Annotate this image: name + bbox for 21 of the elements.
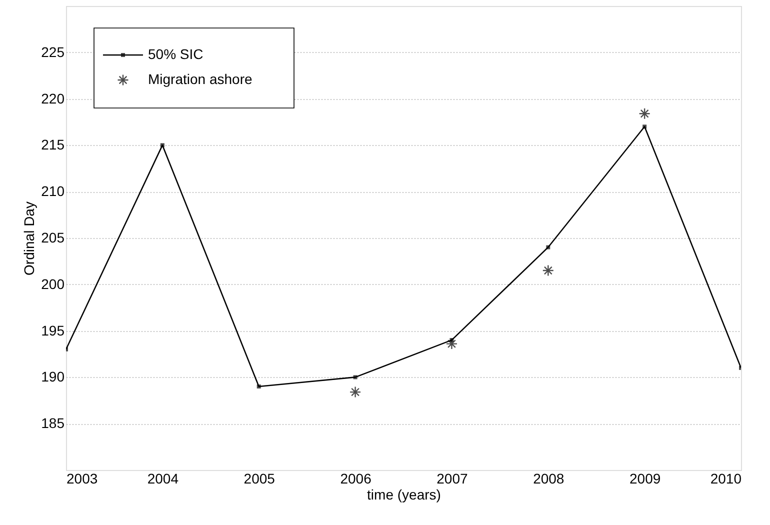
x-tick-label: 2007 — [436, 470, 468, 486]
y-tick-label: 200 — [41, 276, 65, 292]
y-tick-label: 195 — [41, 322, 65, 338]
x-tick-label: 2005 — [244, 470, 276, 486]
y-axis-title: Ordinal Day — [21, 202, 38, 276]
y-tick-label: 190 — [41, 368, 65, 385]
legend-label: 50% SIC — [148, 46, 204, 62]
x-tick-label: 2004 — [147, 470, 179, 486]
x-tick-label: 2003 — [66, 470, 98, 486]
y-tick-label: 225 — [41, 44, 65, 60]
y-tick-label: 220 — [41, 90, 65, 106]
x-tick-label: 2010 — [710, 470, 742, 486]
x-tick-label: 2009 — [629, 470, 661, 486]
y-tick-label: 205 — [41, 230, 65, 246]
y-tick-label: 215 — [41, 136, 65, 153]
legend-label: Migration ashore — [148, 71, 252, 87]
x-tick-label: 2008 — [533, 470, 564, 486]
y-tick-label: 210 — [41, 183, 65, 200]
x-axis-title: time (years) — [367, 486, 441, 502]
x-tick-label: 2006 — [340, 470, 372, 486]
y-tick-label: 185 — [41, 415, 65, 432]
